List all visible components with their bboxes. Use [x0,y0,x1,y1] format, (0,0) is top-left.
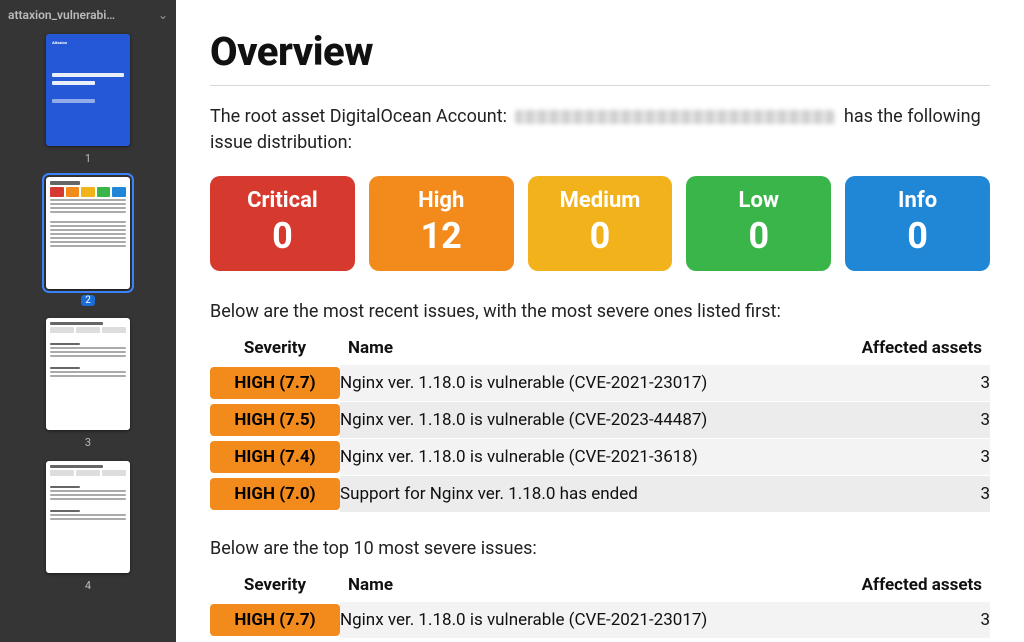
card-label: Medium [560,188,641,213]
thumbnail-page-2[interactable]: 2 [46,177,130,306]
table-row[interactable]: HIGH (7.4)Nginx ver. 1.18.0 is vulnerabl… [210,438,990,475]
severity-card-low: Low 0 [686,176,831,271]
issue-name: Nginx ver. 1.18.0 is vulnerable (CVE-202… [340,364,820,401]
card-value: 12 [421,217,462,257]
thumbnail-page-3[interactable]: 3 [46,318,130,449]
card-label: Critical [247,188,318,213]
card-value: 0 [272,217,293,257]
issue-name: Nginx ver. 1.18.0 is vulnerable (CVE-202… [340,601,820,638]
chevron-down-icon[interactable]: ⌄ [158,8,168,22]
document-page: Overview The root asset DigitalOcean Acc… [176,0,1024,642]
thumbnail[interactable]: Attaxion [46,34,130,146]
table-row[interactable]: HIGH (7.5)Nginx ver. 1.18.0 is vulnerabl… [210,401,990,438]
thumbnail[interactable] [46,318,130,430]
severity-pill: HIGH (7.7) [210,367,340,399]
thumbnail-page-number: 3 [85,436,91,449]
issue-name: Nginx ver. 1.18.0 is vulnerable (CVE-202… [340,401,820,438]
intro-text: The root asset DigitalOcean Account: has… [210,104,990,156]
severity-card-info: Info 0 [845,176,990,271]
affected-count: 3 [820,475,990,512]
top10-issues-table: Severity Name Affected assets HIGH (7.7)… [210,569,990,638]
severity-cards: Critical 0 High 12 Medium 0 Low 0 Info 0 [210,176,990,271]
intro-prefix: The root asset DigitalOcean Account: [210,106,507,127]
severity-card-high: High 12 [369,176,514,271]
affected-count: 3 [820,601,990,638]
col-severity: Severity [210,569,340,602]
affected-count: 3 [820,364,990,401]
recent-issues-table: Severity Name Affected assets HIGH (7.7)… [210,332,990,512]
thumbnail-page-number: 2 [81,295,95,306]
card-label: Info [898,188,937,213]
severity-pill: HIGH (7.7) [210,604,340,636]
severity-pill: HIGH (7.4) [210,441,340,473]
col-affected: Affected assets [820,332,990,365]
col-name: Name [340,569,820,602]
redacted-account-id [515,110,835,124]
table-row[interactable]: HIGH (7.7)Nginx ver. 1.18.0 is vulnerabl… [210,601,990,638]
affected-count: 3 [820,438,990,475]
severity-card-critical: Critical 0 [210,176,355,271]
severity-pill: HIGH (7.5) [210,404,340,436]
card-value: 0 [590,217,611,257]
severity-pill: HIGH (7.0) [210,478,340,510]
card-label: High [418,188,464,213]
thumbnail[interactable] [46,461,130,573]
thumbnail-page-1[interactable]: Attaxion 1 [46,34,130,165]
col-name: Name [340,332,820,365]
issue-name: Nginx ver. 1.18.0 is vulnerable (CVE-202… [340,438,820,475]
thumbnail-page-number: 4 [85,579,91,592]
thumbnail-page-4[interactable]: 4 [46,461,130,592]
table-row[interactable]: HIGH (7.7)Nginx ver. 1.18.0 is vulnerabl… [210,364,990,401]
top10-issues-heading: Below are the top 10 most severe issues: [210,538,990,559]
thumbnail-sidebar: attaxion_vulnerabi… ⌄ Attaxion 1 2 3 4 [0,0,176,642]
card-value: 0 [748,217,769,257]
recent-issues-heading: Below are the most recent issues, with t… [210,301,990,322]
document-filename: attaxion_vulnerabi… [8,8,115,22]
sidebar-header: attaxion_vulnerabi… ⌄ [0,0,176,30]
card-label: Low [739,188,779,213]
thumbnail-list: Attaxion 1 2 3 4 [0,30,176,642]
page-title: Overview [210,28,990,75]
card-value: 0 [907,217,928,257]
table-row[interactable]: HIGH (7.0)Support for Nginx ver. 1.18.0 … [210,475,990,512]
thumbnail-page-number: 1 [85,152,91,165]
col-affected: Affected assets [820,569,990,602]
col-severity: Severity [210,332,340,365]
affected-count: 3 [820,401,990,438]
issue-name: Support for Nginx ver. 1.18.0 has ended [340,475,820,512]
severity-card-medium: Medium 0 [528,176,673,271]
thumbnail[interactable] [46,177,130,289]
title-rule [210,85,990,86]
